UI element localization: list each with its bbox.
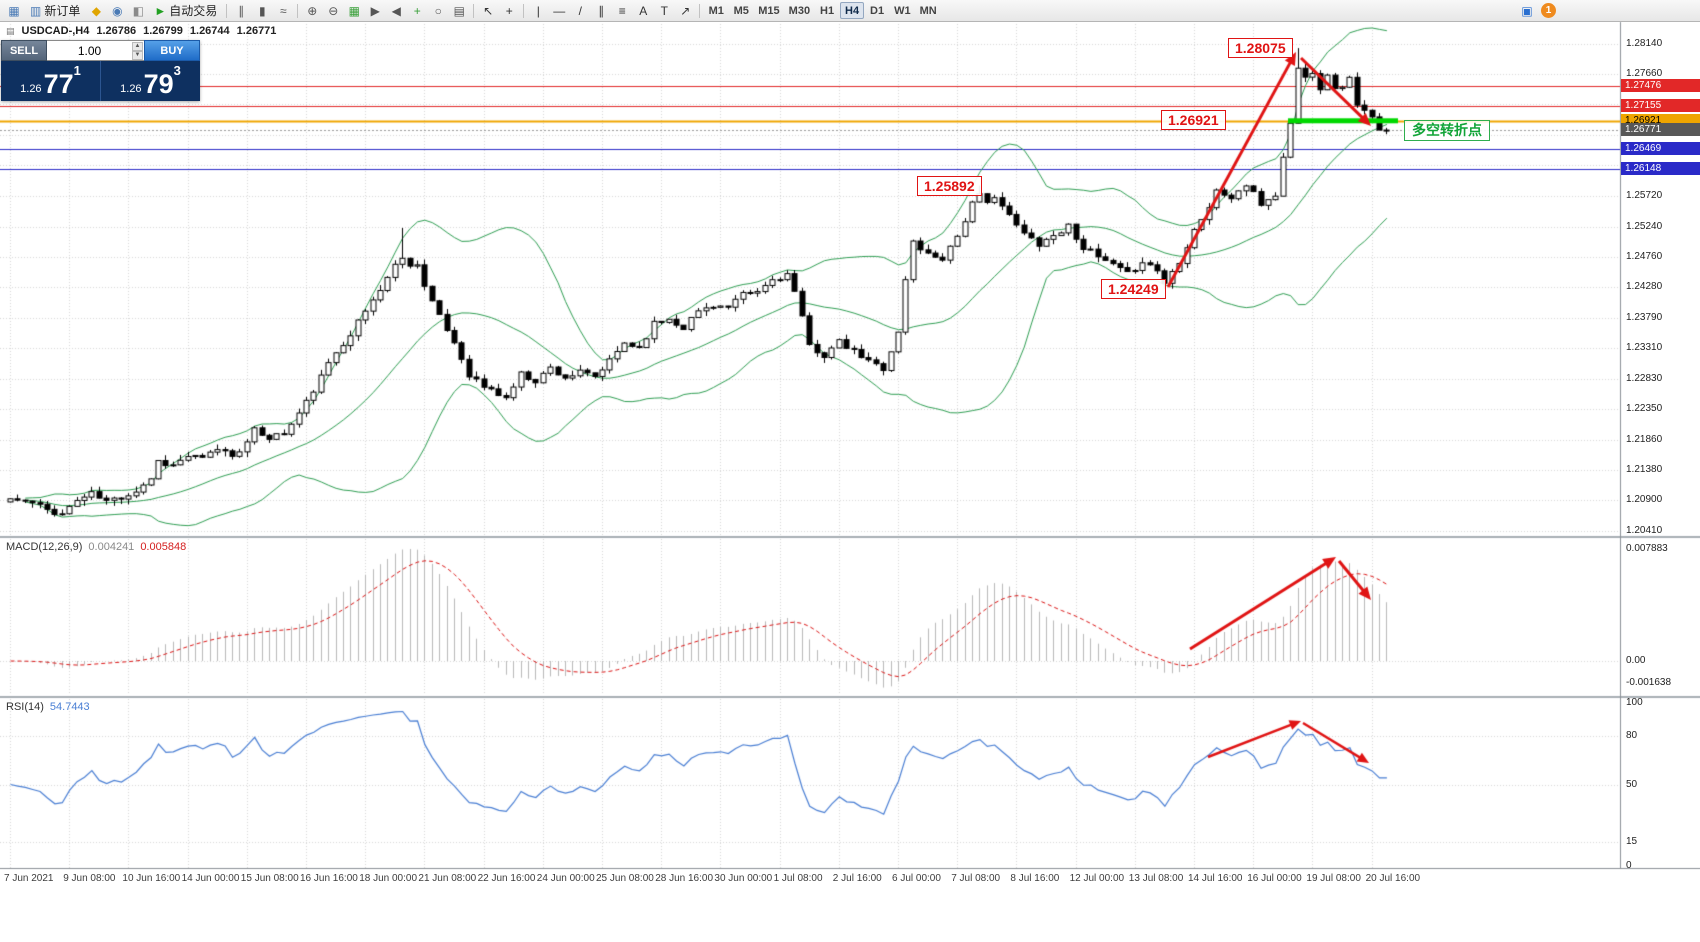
volume-up-button[interactable]: ▲ xyxy=(132,42,143,51)
new-order-button-icon: ▥ xyxy=(30,3,42,18)
buy-price-pips: 79 xyxy=(143,69,174,99)
ohlc-close: 1.26771 xyxy=(236,25,277,37)
autotrading-button[interactable]: ► 自动交易 xyxy=(149,2,222,20)
rsi-name: RSI(14) xyxy=(6,701,44,713)
equidistant-channel-icon[interactable]: ∥ xyxy=(598,3,605,18)
zoom-in-icon[interactable]: ⊕ xyxy=(307,3,318,18)
macd-signal-value: 0.005848 xyxy=(140,541,187,553)
price-annotation-box[interactable]: 1.24249 xyxy=(1101,279,1166,299)
sell-price-point: 1 xyxy=(73,63,81,78)
autotrading-button-label: 自动交易 xyxy=(169,4,218,18)
chart-window-icon[interactable]: ▦ xyxy=(8,3,20,18)
autotrading-button-icon: ► xyxy=(154,3,167,18)
buy-price-main: 1.26 xyxy=(120,83,142,95)
new-order-button-label: 新订单 xyxy=(44,4,81,18)
timeframe-m5[interactable]: M5 xyxy=(733,5,749,17)
timeframe-mn[interactable]: MN xyxy=(919,5,937,17)
timeframe-w1[interactable]: W1 xyxy=(894,5,911,17)
trade-panel-controls: SELL ▲ ▼ BUY xyxy=(1,40,200,61)
rsi-value: 54.7443 xyxy=(49,701,90,713)
ohlc-low: 1.26744 xyxy=(189,25,230,37)
buy-price-point: 3 xyxy=(173,63,181,78)
auto-scroll-icon[interactable]: ▶ xyxy=(370,3,380,18)
timeframe-m30[interactable]: M30 xyxy=(788,5,811,17)
favorites-icon[interactable]: ◆ xyxy=(91,3,101,18)
sell-price-pips: 77 xyxy=(43,69,74,99)
toolbar-separator xyxy=(473,3,475,18)
timeframe-m15[interactable]: M15 xyxy=(758,5,780,17)
tile-windows-icon[interactable]: ▦ xyxy=(348,3,360,18)
timeframe-m1[interactable]: M1 xyxy=(708,5,724,17)
toolbar-separator xyxy=(699,3,701,18)
timeframe-h4[interactable]: H4 xyxy=(840,2,865,19)
volume-down-button[interactable]: ▼ xyxy=(132,51,143,60)
buy-price[interactable]: 1.26 79 3 xyxy=(101,61,200,101)
templates-icon[interactable]: ▤ xyxy=(453,3,465,18)
bar-chart-icon[interactable]: ∥ xyxy=(238,3,245,18)
volume-field: ▲ ▼ xyxy=(47,40,144,61)
trade-panel-prices: 1.26 77 1 1.26 79 3 xyxy=(1,61,200,101)
toolbar: ▦ ▥ 新订单 ◆ ◉ ◧ ► 自动交易 ∥ ▮ ≈ ⊕ ⊖ ▦ ▶ ◀ + ○ ▤ ↖ + | — / ∥ ≡ A T ↗ M1 M5 M1… xyxy=(0,0,1700,22)
macd-main-value: 0.004241 xyxy=(88,541,135,553)
timeframe-d1[interactable]: D1 xyxy=(870,5,885,17)
price-annotation-box[interactable]: 1.26921 xyxy=(1161,110,1226,130)
buy-button[interactable]: BUY xyxy=(144,40,200,61)
macd-indicator-label: MACD(12,26,9) 0.004241 0.005848 xyxy=(6,541,186,553)
toolbar-separator xyxy=(523,3,525,18)
crosshair-icon[interactable]: + xyxy=(505,3,513,18)
macd-name: MACD(12,26,9) xyxy=(6,541,83,553)
vertical-line-icon[interactable]: | xyxy=(536,3,540,18)
arrows-tool-icon[interactable]: ↗ xyxy=(680,3,691,18)
ohlc-high: 1.26799 xyxy=(143,25,183,37)
fibonacci-icon[interactable]: ≡ xyxy=(618,3,626,18)
timeframe-h1[interactable]: H1 xyxy=(820,5,835,17)
notification-badge[interactable]: 1 xyxy=(1541,3,1556,18)
chart-icon: ▤ xyxy=(6,25,15,36)
market-watch-icon[interactable]: ◉ xyxy=(112,3,123,18)
sell-price[interactable]: 1.26 77 1 xyxy=(1,61,100,101)
candlestick-chart-icon[interactable]: ▮ xyxy=(258,3,266,18)
sell-price-main: 1.26 xyxy=(20,83,42,95)
volume-input[interactable] xyxy=(47,41,144,60)
volume-spinner: ▲ ▼ xyxy=(132,42,143,60)
cursor-icon[interactable]: ↖ xyxy=(483,3,494,18)
price-annotation-box[interactable]: 1.28075 xyxy=(1228,38,1293,58)
trade-panel-divider xyxy=(100,61,101,101)
toolbar-right: ▣ 1 xyxy=(1517,2,1696,20)
text-icon[interactable]: A xyxy=(639,3,648,18)
zoom-out-icon[interactable]: ⊖ xyxy=(328,3,339,18)
trendline-icon[interactable]: / xyxy=(578,3,582,18)
periodicity-icon[interactable]: ○ xyxy=(434,3,442,18)
price-annotation-box[interactable]: 1.25892 xyxy=(917,176,982,196)
community-icon[interactable]: ▣ xyxy=(1521,3,1533,18)
symbol-timeframe-label: USDCAD-,H4 xyxy=(21,25,90,37)
indicators-icon[interactable]: + xyxy=(413,3,421,18)
chart-shift-icon[interactable]: ◀ xyxy=(391,3,401,18)
note-annotation[interactable]: 多空转折点 xyxy=(1404,120,1490,141)
ohlc-open: 1.26786 xyxy=(96,25,137,37)
toolbar-separator xyxy=(226,3,228,18)
line-chart-icon[interactable]: ≈ xyxy=(279,3,287,18)
sell-button[interactable]: SELL xyxy=(1,40,47,61)
horizontal-line-icon[interactable]: — xyxy=(553,3,566,18)
new-order-button[interactable]: ▥ 新订单 xyxy=(25,2,85,20)
chart-symbol-header: ▤ USDCAD-,H4 1.26786 1.26799 1.26744 1.2… xyxy=(6,25,276,37)
rsi-indicator-label: RSI(14) 54.7443 xyxy=(6,701,90,713)
toolbar-separator xyxy=(297,3,299,18)
data-window-icon[interactable]: ◧ xyxy=(132,3,145,18)
text-label-icon[interactable]: T xyxy=(660,3,668,18)
